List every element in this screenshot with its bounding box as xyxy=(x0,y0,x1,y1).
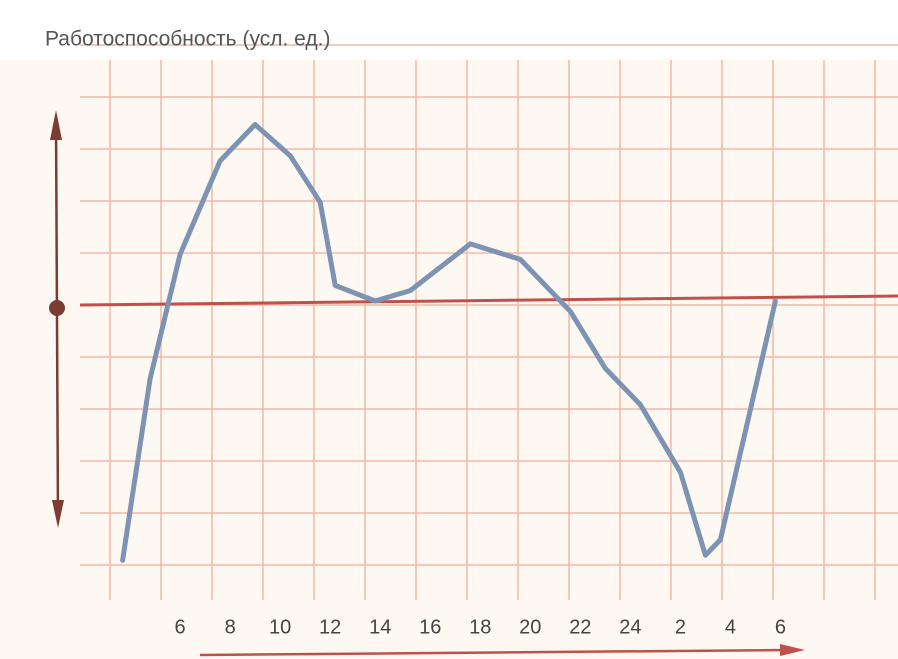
chart-title: Работоспособность (усл. ед.) xyxy=(45,28,330,51)
time-arrow-head xyxy=(780,644,805,656)
chart-background xyxy=(0,60,898,659)
x-tick-label: 4 xyxy=(725,616,736,638)
arrow-head-down xyxy=(52,500,64,528)
baseline-dot xyxy=(49,300,65,316)
x-tick-label: 24 xyxy=(619,616,641,638)
x-tick-label: 14 xyxy=(369,616,391,638)
x-tick-label: 6 xyxy=(175,616,186,638)
grid xyxy=(80,44,898,600)
x-tick-label: 18 xyxy=(469,616,491,638)
vertical-arrow xyxy=(54,119,60,521)
baseline xyxy=(79,294,898,307)
arrow-head-up xyxy=(50,110,62,140)
x-tick-label: 6 xyxy=(775,616,786,638)
time-arrow xyxy=(199,648,791,657)
x-tick-label: 20 xyxy=(519,616,541,638)
x-tick-label: 8 xyxy=(225,616,236,638)
x-tick-label: 10 xyxy=(269,616,291,638)
x-tick-label: 12 xyxy=(319,616,341,638)
x-tick-label: 22 xyxy=(569,616,591,638)
x-tick-label: 2 xyxy=(675,616,686,638)
x-tick-label: 16 xyxy=(419,616,441,638)
work-capacity-line xyxy=(120,122,778,563)
